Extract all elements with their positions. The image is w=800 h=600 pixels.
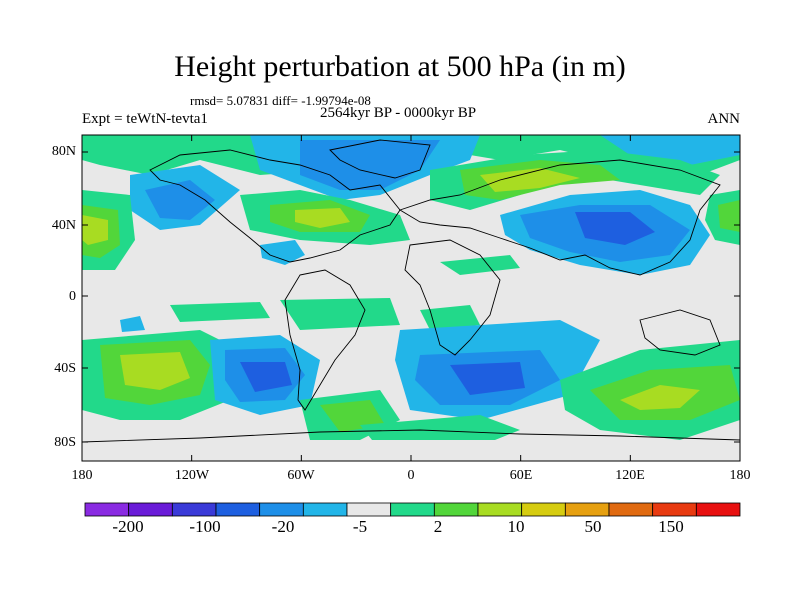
colorbar-swatch: [477, 502, 523, 517]
season-label: ANN: [707, 111, 741, 127]
colorbar-label: 10: [507, 517, 525, 536]
colorbar-label: -5: [352, 517, 368, 536]
lat-label-80s: 80S: [54, 435, 76, 450]
colorbar-swatch: [215, 502, 261, 517]
colorbar-swatch: [521, 502, 566, 517]
colorbar-swatch: [171, 502, 217, 517]
lon-label-180w: 180: [71, 468, 93, 483]
colorbar-label: 150: [658, 517, 684, 536]
colorbar-label: 2: [433, 517, 443, 536]
period-text: 2564kyr BP - 0000kyr BP: [320, 105, 477, 121]
colorbar-label: -200: [112, 517, 144, 536]
lon-label-0: 0: [407, 468, 415, 483]
lon-label-120w: 120W: [174, 468, 210, 483]
lat-label-40n: 40N: [51, 218, 76, 233]
lon-label-180e: 180: [729, 468, 751, 483]
colorbar-swatch: [302, 502, 348, 517]
coastlines: [82, 139, 740, 443]
colorbar: [84, 502, 741, 517]
colorbar-swatch: [652, 502, 697, 517]
lat-label-0: 0: [69, 289, 76, 304]
colorbar-label: 50: [584, 517, 602, 536]
colorbar-swatch: [346, 502, 392, 517]
plot-title: Height perturbation at 500 hPa (in m): [174, 50, 626, 83]
lon-label-120e: 120E: [615, 468, 645, 483]
stats-text: rmsd= 5.07831 diff= -1.99794e-08: [190, 93, 371, 108]
colorbar-label: -20: [271, 517, 295, 536]
lon-label-60w: 60W: [287, 468, 315, 483]
colorbar-swatch: [390, 502, 435, 517]
lat-label-40s: 40S: [54, 361, 76, 376]
colorbar-swatch: [608, 502, 654, 517]
colorbar-swatch: [433, 502, 479, 517]
colorbar-swatch: [695, 502, 741, 517]
colorbar-label: -100: [189, 517, 221, 536]
contour-field: [82, 135, 740, 461]
lon-label-60e: 60E: [509, 468, 533, 483]
colorbar-swatch: [128, 502, 173, 517]
experiment-label: Expt = teWtN-tevta1: [82, 111, 208, 127]
colorbar-swatch: [564, 502, 610, 517]
colorbar-swatch: [84, 502, 130, 517]
colorbar-swatch: [259, 502, 304, 517]
lat-label-80n: 80N: [51, 144, 76, 159]
